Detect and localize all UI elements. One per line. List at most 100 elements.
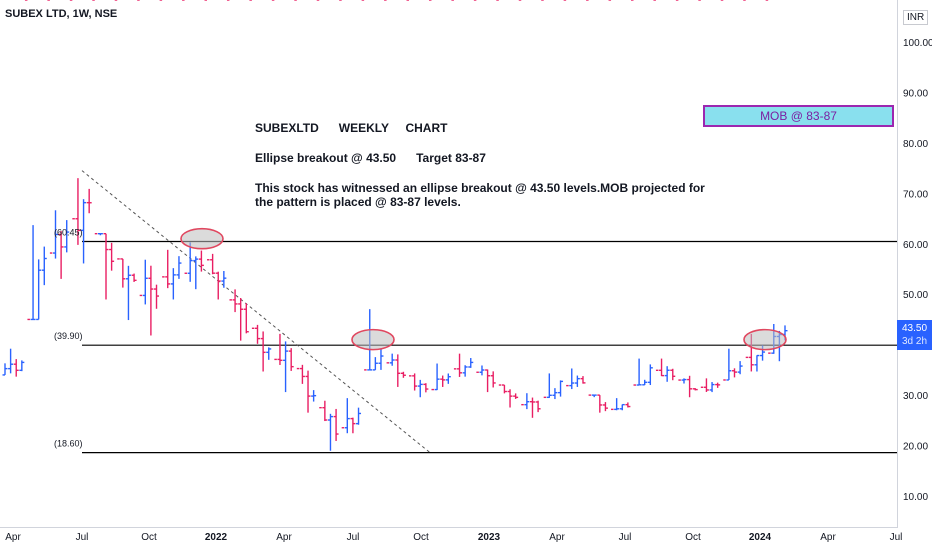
breakout-ellipse xyxy=(351,328,395,351)
x-tick-label: Apr xyxy=(549,532,565,543)
level-label: (39.90) xyxy=(54,331,83,341)
mob-target-box[interactable]: MOB @ 83-87 xyxy=(703,105,894,127)
ohlc-bar xyxy=(271,0,277,361)
ohlc-bar xyxy=(591,394,597,398)
ohlc-bar xyxy=(692,388,698,391)
ohlc-bar xyxy=(148,265,154,336)
ohlc-bar xyxy=(260,331,266,372)
x-tick-label: 2023 xyxy=(478,532,501,543)
ohlc-bar xyxy=(434,363,440,391)
ohlc-bar xyxy=(86,188,92,214)
ohlc-bar xyxy=(400,371,406,378)
ohlc-bar xyxy=(636,358,642,386)
x-tick-label: Jul xyxy=(347,532,360,543)
ohlc-bar xyxy=(288,348,294,371)
y-tick-label: 90.00 xyxy=(903,88,928,99)
ohlc-bar xyxy=(24,0,30,321)
ohlc-bar xyxy=(103,232,109,300)
ohlc-bar xyxy=(737,361,743,375)
last-price: 43.50 xyxy=(902,323,928,334)
ohlc-bar xyxy=(743,0,749,359)
ohlc-bar xyxy=(496,0,502,386)
ohlc-bar xyxy=(97,232,103,236)
ohlc-bar xyxy=(92,0,98,235)
ohlc-bar xyxy=(546,373,552,399)
ohlc-bar xyxy=(294,0,300,370)
x-tick-label: Apr xyxy=(276,532,292,543)
ohlc-bar xyxy=(574,375,580,387)
ohlc-bar xyxy=(625,402,631,408)
ohlc-bar xyxy=(232,289,238,313)
ohlc-bar xyxy=(417,379,423,398)
symbol-title[interactable]: SUBEX LTD, 1W, NSE xyxy=(5,8,118,20)
ohlc-bar xyxy=(619,403,625,411)
level-labels: (60.45) (39.90) (18.60) xyxy=(54,228,83,449)
ohlc-bar xyxy=(552,388,558,400)
ohlc-bar xyxy=(311,390,317,402)
ohlc-bar xyxy=(176,256,182,279)
ohlc-bar xyxy=(277,333,283,365)
ohlc-bar xyxy=(193,256,199,290)
ohlc-bar xyxy=(142,259,148,305)
ohlc-bar xyxy=(709,382,715,393)
ohlc-bar xyxy=(41,246,47,286)
ohlc-bar xyxy=(670,368,676,381)
ohlc-bar xyxy=(255,324,261,344)
ohlc-bar xyxy=(608,0,614,411)
annotation-breakout: Ellipse breakout @ 43.50 Target 83-87 xyxy=(255,151,486,165)
level-label: (60.45) xyxy=(54,228,83,238)
x-tick-label: 2024 xyxy=(749,532,772,543)
ohlc-bar xyxy=(356,407,362,425)
ohlc-bar xyxy=(305,370,311,413)
ohlc-bar xyxy=(215,271,221,300)
ohlc-bar xyxy=(187,242,193,282)
ohlc-bar xyxy=(541,0,547,399)
ohlc-bar xyxy=(47,0,53,254)
ohlc-bar xyxy=(137,0,143,297)
y-tick-label: 20.00 xyxy=(903,442,928,453)
ohlc-bar xyxy=(69,0,75,220)
x-tick-label: Apr xyxy=(5,532,21,543)
ohlc-bar xyxy=(19,360,25,372)
ohlc-bar xyxy=(423,383,429,393)
ohlc-bar xyxy=(642,379,648,386)
ohlc-bar xyxy=(159,0,165,278)
ohlc-bar xyxy=(720,0,726,381)
ohlc-bar xyxy=(316,0,322,409)
ohlc-bar xyxy=(58,231,64,279)
ohlc-bar xyxy=(765,0,771,354)
ohlc-bar xyxy=(630,0,636,386)
ohlc-bar xyxy=(8,348,14,374)
y-tick-label: 50.00 xyxy=(903,290,928,301)
ohlc-bar xyxy=(389,353,395,366)
ohlc-bar xyxy=(473,0,479,373)
ohlc-bar xyxy=(64,220,70,253)
ohlc-bar xyxy=(754,354,760,372)
last-price-badge: 43.50 3d 2h xyxy=(897,320,932,350)
ohlc-bar xyxy=(361,0,367,371)
ohlc-bar xyxy=(731,368,737,378)
currency-label[interactable]: INR xyxy=(903,10,929,25)
ohlc-bar xyxy=(243,303,249,334)
ohlc-bar xyxy=(165,249,171,289)
ohlc-bar xyxy=(53,210,59,259)
ohlc-bar xyxy=(558,380,564,397)
breakout-ellipses xyxy=(180,227,787,351)
ohlc-bar xyxy=(114,0,120,260)
ohlc-bar xyxy=(221,270,227,288)
bar-countdown: 3d 2h xyxy=(902,336,928,347)
ohlc-bar xyxy=(406,0,412,377)
ohlc-bar xyxy=(580,376,586,384)
ohlc-bar xyxy=(501,384,507,394)
x-tick-label: Jul xyxy=(76,532,89,543)
ohlc-bar xyxy=(468,358,474,368)
ohlc-bar xyxy=(653,0,659,372)
ohlc-bar xyxy=(238,297,244,341)
ohlc-bar xyxy=(378,349,384,370)
ohlc-bar xyxy=(384,0,390,364)
ohlc-bar xyxy=(198,250,204,272)
x-tick-label: Oct xyxy=(413,532,429,543)
breakout-ellipse xyxy=(743,328,787,351)
ohlc-bar xyxy=(586,0,592,396)
